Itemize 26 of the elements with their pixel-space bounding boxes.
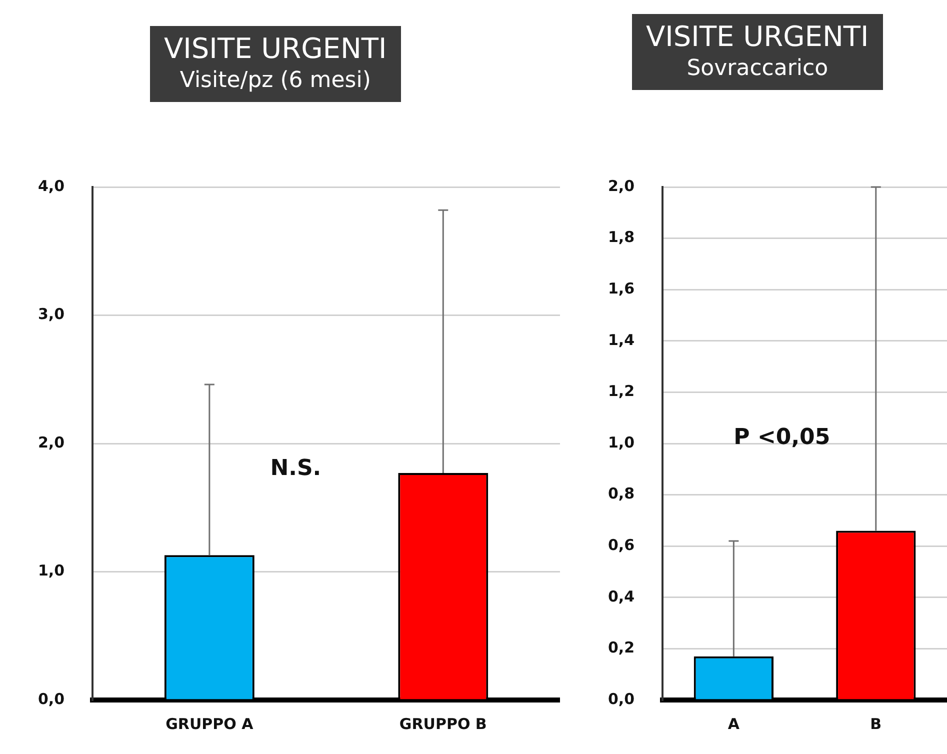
annotation: N.S. xyxy=(270,456,322,481)
x-tick-label: B xyxy=(870,714,882,733)
y-tick-label: 4,0 xyxy=(38,176,65,195)
y-tick-label: 1,4 xyxy=(608,330,635,349)
x-tick-label: A xyxy=(728,714,740,733)
y-tick-label: 1,2 xyxy=(608,382,635,400)
y-tick-label: 0,8 xyxy=(608,484,635,503)
chart-subtitle: Sovraccarico xyxy=(686,55,830,83)
y-tick-label: 0,2 xyxy=(608,638,635,657)
y-tick-label: 0,0 xyxy=(608,690,635,708)
y-tick-label: 1,8 xyxy=(608,228,635,246)
y-tick-label: 3,0 xyxy=(38,305,65,324)
y-tick-label: 0,4 xyxy=(608,587,635,606)
chart-title: VISITE URGENTI xyxy=(646,20,869,54)
y-tick-label: 1,0 xyxy=(608,433,635,452)
y-tick-label: 2,0 xyxy=(38,433,65,452)
y-tick-label: 2,0 xyxy=(608,176,635,195)
y-tick-label: 1,6 xyxy=(608,279,635,298)
chart-title: VISITE URGENTI xyxy=(164,32,387,66)
annotation: P <0,05 xyxy=(734,425,830,450)
chart-subtitle: Visite/pz (6 mesi) xyxy=(178,67,372,95)
y-tick-label: 0,6 xyxy=(608,536,635,554)
y-tick-label: 1,0 xyxy=(38,562,65,580)
x-tick-label: GRUPPO A xyxy=(166,714,254,733)
y-tick-label: 0,0 xyxy=(38,690,65,708)
x-tick-label: GRUPPO B xyxy=(399,714,487,733)
